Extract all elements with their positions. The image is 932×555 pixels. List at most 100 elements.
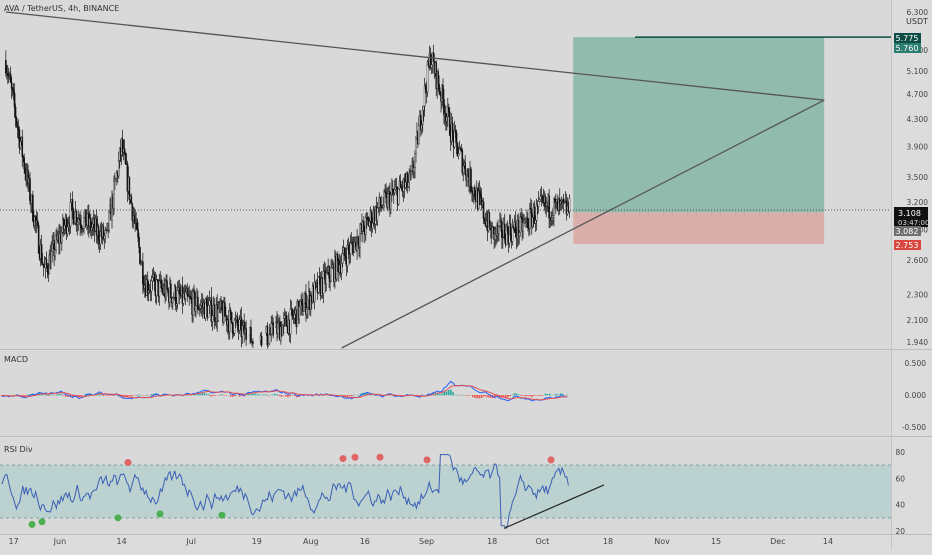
candle-body xyxy=(569,199,570,212)
candle-body xyxy=(38,225,39,253)
candle-body xyxy=(70,203,71,226)
macd-histogram-bar xyxy=(353,395,355,396)
macd-histogram-bar xyxy=(558,394,560,395)
candle-body xyxy=(83,217,84,228)
candle-body xyxy=(172,298,173,303)
candle-body xyxy=(105,231,106,236)
macd-pane[interactable] xyxy=(0,351,891,436)
macd-histogram-bar xyxy=(151,394,153,395)
candle-body xyxy=(192,291,193,315)
macd-histogram-bar xyxy=(483,395,485,397)
target-label-1: 5.775 xyxy=(896,34,919,43)
macd-histogram-bar xyxy=(547,394,549,395)
candle-body xyxy=(13,91,14,94)
macd-histogram-bar xyxy=(265,394,267,395)
candle-body xyxy=(187,289,188,295)
macd-histogram-bar xyxy=(135,395,137,396)
macd-histogram-bar xyxy=(102,395,104,396)
candle-body xyxy=(41,245,42,263)
macd-histogram-bar xyxy=(289,395,291,396)
candle-body xyxy=(449,112,450,135)
candle-body xyxy=(139,247,140,264)
candle-body xyxy=(369,221,370,226)
candle-body xyxy=(176,304,177,306)
candle-body xyxy=(77,222,78,224)
candle-body xyxy=(542,196,543,198)
time-tick-label: 14 xyxy=(117,537,127,546)
price-tick-label: 3.200 xyxy=(907,198,929,207)
time-tick-label: Sep xyxy=(419,537,434,546)
candle-body xyxy=(383,206,384,208)
candle-body xyxy=(433,53,434,62)
rsi-divergence-marker xyxy=(125,459,132,466)
candle-body xyxy=(384,191,385,193)
macd-histogram-bar xyxy=(439,394,441,395)
time-tick-label: 18 xyxy=(603,537,613,546)
candle-body xyxy=(372,223,373,228)
candle-body xyxy=(341,263,342,273)
candle-body xyxy=(177,290,178,304)
profit-zone[interactable] xyxy=(573,37,824,212)
macd-histogram-bar xyxy=(562,394,564,395)
macd-histogram-bar xyxy=(474,395,476,398)
macd-tick-label: 0.500 xyxy=(905,359,927,368)
candle-body xyxy=(137,230,138,238)
price-tick-label: 2.600 xyxy=(907,256,929,265)
macd-histogram-bar xyxy=(487,395,489,397)
macd-histogram-bar xyxy=(131,395,133,396)
candle-body xyxy=(352,242,353,245)
candle-body xyxy=(16,118,17,124)
candle-body xyxy=(67,227,68,234)
candle-body xyxy=(206,299,207,304)
candle-body xyxy=(465,162,466,174)
target-label-2: 5.760 xyxy=(896,44,919,53)
candle-body xyxy=(448,107,449,112)
rsi-divergence-marker xyxy=(39,518,46,525)
candle-body xyxy=(234,320,235,333)
macd-histogram-bar xyxy=(525,395,527,396)
macd-histogram-bar xyxy=(221,394,223,395)
candle-body xyxy=(7,73,8,75)
candle-body xyxy=(394,190,395,193)
rsi-divergence-marker xyxy=(219,512,226,519)
candle-body xyxy=(307,300,308,308)
macd-histogram-bar xyxy=(256,394,258,395)
candle-body xyxy=(456,133,457,143)
time-tick-label: 15 xyxy=(711,537,721,546)
macd-histogram-bar xyxy=(505,395,507,397)
macd-histogram-bar xyxy=(294,395,296,396)
candle-body xyxy=(17,124,18,127)
rsi-divergence-marker xyxy=(424,456,431,463)
macd-histogram-bar xyxy=(567,395,569,396)
candle-body xyxy=(439,84,440,92)
countdown-label: 03:47:00 xyxy=(898,219,929,227)
candle-body xyxy=(326,273,327,284)
macd-histogram-bar xyxy=(219,395,221,396)
candle-body xyxy=(218,309,219,320)
candle-body xyxy=(446,117,447,122)
candle-body xyxy=(504,224,505,239)
macd-histogram-bar xyxy=(450,390,452,396)
candle-body xyxy=(92,224,93,227)
candle-body xyxy=(484,218,485,221)
candle-body xyxy=(124,149,125,154)
loss-zone[interactable] xyxy=(573,212,824,244)
candle-body xyxy=(421,125,422,130)
macd-histogram-bar xyxy=(61,394,63,396)
macd-histogram-bar xyxy=(452,392,454,395)
candle-body xyxy=(18,127,19,129)
rsi-divergence-marker xyxy=(352,454,359,461)
candle-body xyxy=(208,305,209,317)
candle-body xyxy=(152,278,153,281)
candle-body xyxy=(523,221,524,223)
candle-body xyxy=(195,306,196,312)
rsi-divergence-marker xyxy=(115,514,122,521)
macd-histogram-bar xyxy=(347,395,349,397)
price-tick-label: 5.100 xyxy=(907,67,929,76)
macd-histogram-bar xyxy=(349,395,351,396)
macd-histogram-bar xyxy=(138,394,140,395)
candle-body xyxy=(463,166,464,173)
